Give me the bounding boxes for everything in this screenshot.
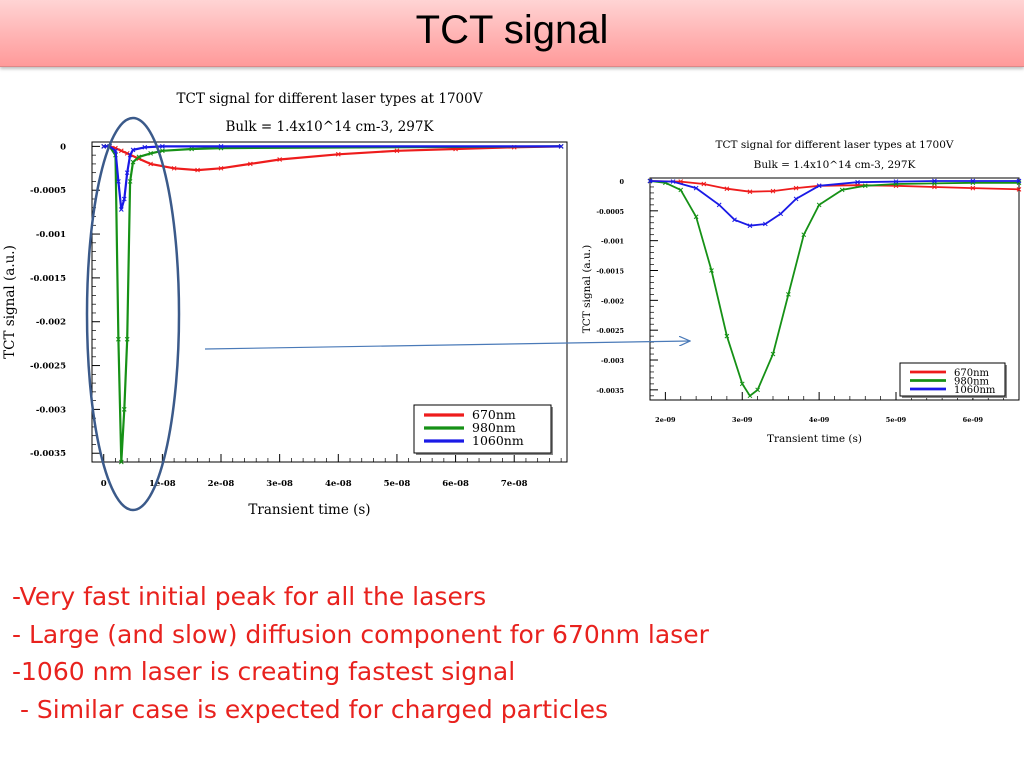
data-point-980nm — [739, 381, 745, 387]
data-point-980nm — [678, 187, 684, 193]
chart-zoomed: TCT signal for different laser types at … — [581, 139, 1022, 445]
y-tick-label: -0.001 — [36, 230, 66, 240]
x-tick-label: 6e-08 — [442, 479, 469, 489]
y-tick-label: -0.003 — [36, 405, 66, 415]
data-point-670nm — [247, 161, 253, 167]
legend-label-1060nm: 1060nm — [954, 385, 996, 396]
y-tick-label: -0.0015 — [30, 274, 66, 284]
data-point-1060nm — [558, 144, 564, 149]
chart-title: TCT signal for different laser types at … — [177, 91, 483, 107]
data-point-670nm — [335, 151, 341, 157]
x-tick-label: 0 — [101, 479, 107, 489]
data-point-980nm — [839, 187, 845, 193]
data-point-1060nm — [793, 196, 799, 202]
y-tick-label: -0.0005 — [596, 208, 624, 216]
x-tick-label: 4e-08 — [325, 479, 352, 489]
bullet-item: -1060 nm laser is creating fastest signa… — [12, 657, 516, 686]
data-point-980nm — [189, 146, 195, 152]
data-point-980nm — [770, 351, 776, 357]
data-point-980nm — [862, 183, 868, 189]
data-point-670nm — [701, 181, 707, 187]
legend-label-670nm: 670nm — [954, 368, 990, 379]
x-tick-label: 7e-08 — [501, 479, 528, 489]
chart-subtitle: Bulk = 1.4x10^14 cm-3, 297K — [754, 159, 916, 171]
slide-title: TCT signal — [415, 8, 609, 52]
data-point-980nm — [693, 214, 699, 220]
bullet-list: -Very fast initial peak for all the lase… — [12, 578, 992, 728]
data-point-1060nm — [816, 183, 822, 189]
data-point-670nm — [394, 148, 400, 154]
data-point-1060nm — [778, 211, 784, 217]
y-tick-label: -0.0035 — [596, 387, 624, 395]
y-tick-label: -0.0025 — [30, 362, 66, 372]
x-axis-label: Transient time (s) — [248, 502, 370, 518]
y-tick-label: 0 — [60, 142, 66, 152]
data-point-1060nm — [670, 179, 676, 184]
x-tick-label: 5e-09 — [886, 416, 907, 424]
data-point-670nm — [770, 188, 776, 194]
data-point-980nm — [709, 268, 714, 273]
data-point-980nm — [747, 393, 753, 399]
y-tick-label: -0.003 — [601, 357, 625, 365]
legend-label-980nm: 980nm — [954, 377, 990, 388]
data-point-1060nm — [970, 178, 976, 184]
legend-box — [413, 404, 552, 454]
chart-title: TCT signal for different laser types at … — [716, 139, 954, 151]
y-tick-label: 0 — [619, 178, 624, 186]
y-tick-label: -0.0025 — [596, 327, 624, 335]
data-point-670nm — [724, 186, 730, 192]
legend-label-1060nm: 1060nm — [472, 433, 524, 448]
data-point-670nm — [195, 167, 200, 173]
data-point-1060nm — [893, 179, 899, 184]
data-point-670nm — [793, 185, 799, 191]
x-tick-label: 2e-09 — [655, 416, 676, 424]
data-point-1060nm — [716, 202, 722, 208]
chart-full-range: TCT signal for different laser types at … — [2, 91, 568, 518]
data-point-1060nm — [218, 144, 224, 149]
data-point-670nm — [932, 184, 937, 190]
data-point-1060nm — [932, 178, 937, 184]
data-point-1060nm — [693, 185, 699, 191]
data-point-670nm — [218, 165, 224, 171]
y-tick-label: -0.002 — [601, 297, 624, 305]
chart-subtitle: Bulk = 1.4x10^14 cm-3, 297K — [226, 119, 435, 135]
data-point-980nm — [755, 387, 760, 393]
title-bar: TCT signal — [0, 0, 1024, 67]
x-tick-label: 4e-09 — [809, 416, 830, 424]
y-tick-label: -0.002 — [36, 318, 66, 328]
y-axis-label: TCT signal (a.u.) — [581, 245, 593, 333]
data-point-980nm — [786, 292, 791, 297]
y-tick-label: -0.0035 — [30, 449, 66, 459]
data-point-980nm — [816, 202, 822, 208]
data-point-670nm — [970, 185, 976, 191]
y-tick-label: -0.001 — [601, 238, 624, 246]
bullet-item: - Large (and slow) diffusion component f… — [12, 619, 709, 649]
bullet-item: - Similar case is expected for charged p… — [12, 694, 609, 724]
x-tick-label: 1e-08 — [149, 479, 176, 489]
data-point-1060nm — [855, 179, 860, 185]
data-point-1060nm — [732, 217, 737, 223]
legend-label-980nm: 980nm — [472, 420, 516, 435]
x-tick-label: 2e-08 — [208, 479, 235, 489]
legend-label-670nm: 670nm — [472, 407, 516, 422]
data-point-980nm — [801, 232, 807, 238]
data-point-670nm — [747, 189, 753, 195]
x-tick-label: 5e-08 — [384, 479, 411, 489]
x-tick-label: 3e-08 — [266, 479, 293, 489]
y-axis-label: TCT signal (a.u.) — [2, 245, 18, 359]
data-point-1060nm — [747, 223, 753, 229]
data-point-1060nm — [647, 178, 653, 184]
data-point-1060nm — [1016, 178, 1022, 184]
data-point-670nm — [1016, 186, 1022, 192]
bullet-item: -Very fast initial peak for all the lase… — [12, 582, 487, 611]
data-point-1060nm — [762, 221, 768, 227]
x-axis-label: Transient time (s) — [767, 433, 862, 445]
y-tick-label: -0.0015 — [596, 268, 624, 276]
data-point-980nm — [724, 333, 730, 339]
x-tick-label: 6e-09 — [963, 416, 984, 424]
data-point-670nm — [277, 157, 283, 162]
y-tick-label: -0.0005 — [30, 186, 66, 196]
x-tick-label: 3e-09 — [732, 416, 753, 424]
